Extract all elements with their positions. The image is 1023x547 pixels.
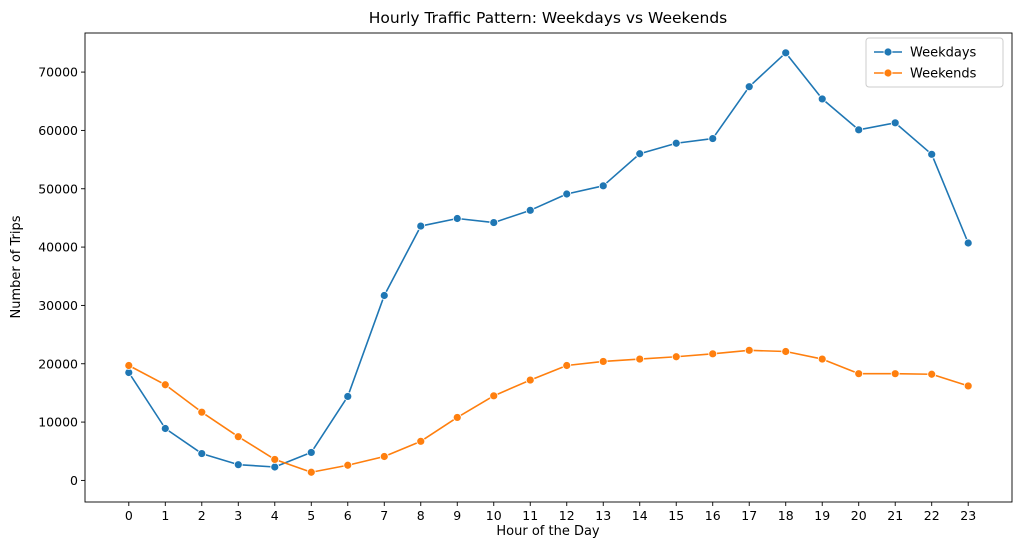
- weekends-point: [854, 369, 864, 379]
- weekends-point: [927, 369, 937, 379]
- weekdays-point: [635, 149, 645, 159]
- y-tick-label: 70000: [38, 65, 78, 80]
- chart-title: Hourly Traffic Pattern: Weekdays vs Week…: [369, 9, 728, 27]
- weekends-point: [452, 413, 462, 422]
- x-tick-label: 4: [271, 508, 279, 523]
- weekends-point: [744, 345, 754, 355]
- weekdays-point: [197, 449, 207, 458]
- y-tick-label: 0: [70, 473, 78, 488]
- y-tick-label: 10000: [38, 415, 78, 430]
- weekends-point: [379, 452, 389, 461]
- series-layer: [124, 48, 973, 477]
- weekends-point: [343, 460, 353, 470]
- weekends-line: [128, 349, 969, 474]
- weekdays-line: [128, 52, 969, 468]
- x-tick-label: 0: [125, 508, 133, 523]
- x-tick-label: 6: [344, 508, 352, 523]
- x-tick-label: 23: [960, 508, 976, 523]
- weekdays-point: [270, 462, 280, 472]
- x-axis-label: Hour of the Day: [496, 524, 600, 539]
- weekends-legend-label: Weekends: [910, 67, 977, 82]
- x-tick-label: 15: [668, 508, 684, 523]
- x-tick-label: 3: [234, 508, 242, 523]
- weekdays-point: [927, 149, 937, 159]
- x-tick-label: 19: [814, 508, 830, 523]
- x-tick-label: 22: [924, 508, 940, 523]
- y-tick-label: 60000: [38, 123, 78, 138]
- weekends-point: [781, 347, 791, 356]
- weekends-point: [671, 352, 681, 362]
- weekends-point: [817, 354, 827, 364]
- weekdays-point: [781, 48, 791, 58]
- y-tick-label: 30000: [38, 298, 78, 313]
- weekends-point: [598, 357, 608, 366]
- weekends-point: [160, 380, 170, 390]
- weekdays-point: [233, 460, 243, 470]
- weekends-point: [562, 361, 572, 370]
- x-tick-label: 14: [632, 508, 648, 523]
- weekdays-point: [854, 125, 864, 135]
- y-axis: 0 10000 20000 30000 40000 50000 60000 70000: [38, 65, 85, 488]
- plot-area: [84, 32, 1013, 503]
- x-tick-label: 11: [522, 508, 538, 523]
- weekdays-point: [562, 189, 572, 199]
- weekdays-point: [963, 238, 973, 248]
- x-tick-label: 5: [307, 508, 315, 523]
- x-tick-label: 8: [417, 508, 425, 523]
- y-axis-label: Number of Trips: [9, 215, 24, 318]
- weekends-point: [197, 407, 207, 417]
- weekdays-legend-marker: [883, 47, 893, 57]
- weekdays-point: [452, 214, 462, 223]
- weekdays-point: [379, 291, 389, 300]
- x-tick-label: 21: [887, 508, 903, 523]
- weekends-point: [890, 369, 900, 379]
- weekdays-point: [306, 448, 316, 457]
- weekdays-point: [160, 424, 170, 433]
- weekends-point: [525, 375, 535, 385]
- x-tick-label: 13: [595, 508, 611, 523]
- legend: Weekdays Weekends: [865, 37, 1004, 88]
- weekends-point: [233, 432, 243, 442]
- y-tick-label: 20000: [38, 356, 78, 371]
- x-tick-label: 18: [778, 508, 794, 523]
- y-tick-label: 50000: [38, 181, 78, 196]
- weekends-legend-marker: [883, 68, 893, 78]
- x-tick-label: 7: [380, 508, 388, 523]
- weekends-point: [124, 361, 134, 370]
- weekdays-point: [671, 138, 681, 148]
- weekdays-point: [416, 221, 426, 231]
- weekdays-legend-label: Weekdays: [910, 46, 977, 61]
- weekends-point: [708, 349, 718, 359]
- x-tick-label: 16: [705, 508, 721, 523]
- weekdays-point: [489, 218, 499, 227]
- x-tick-label: 10: [486, 508, 502, 523]
- weekends-point: [416, 436, 426, 446]
- weekdays-point: [890, 118, 900, 128]
- weekends-point: [306, 467, 316, 477]
- y-tick-label: 40000: [38, 240, 78, 255]
- weekends-point: [635, 354, 645, 364]
- x-tick-label: 20: [851, 508, 867, 523]
- weekdays-point: [598, 181, 608, 191]
- x-axis: 0 1 2 3 4 5 6 7 8 9 10 11 12 13 14 15 16 17 18 19 20 21 22 23: [125, 502, 976, 523]
- weekdays-point: [525, 205, 535, 215]
- weekdays-point: [817, 94, 827, 104]
- weekends-point: [489, 391, 499, 401]
- x-tick-label: 12: [559, 508, 575, 523]
- weekends-point: [270, 455, 280, 464]
- x-tick-label: 9: [453, 508, 461, 523]
- weekends-point: [963, 381, 973, 391]
- x-tick-label: 2: [198, 508, 206, 523]
- x-tick-label: 17: [741, 508, 757, 523]
- x-tick-label: 1: [161, 508, 169, 523]
- legend-box: [865, 37, 1004, 88]
- weekdays-point: [708, 134, 718, 143]
- weekdays-point: [744, 82, 754, 92]
- weekdays-point: [343, 392, 353, 401]
